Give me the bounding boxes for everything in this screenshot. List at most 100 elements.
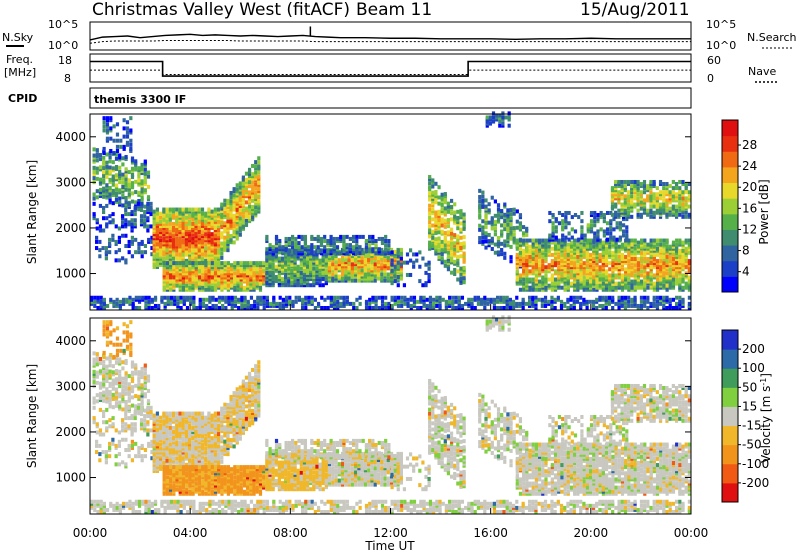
power-cell xyxy=(428,299,433,304)
power-cell xyxy=(355,297,359,302)
power-cell xyxy=(643,285,647,290)
power-cell xyxy=(210,267,214,272)
power-cell xyxy=(459,215,463,220)
power-cell xyxy=(534,244,539,249)
power-cell xyxy=(207,250,211,255)
power-cell xyxy=(528,277,532,282)
power-cell xyxy=(614,212,618,217)
power-cell xyxy=(459,278,463,283)
power-cell xyxy=(675,238,679,243)
power-cell xyxy=(312,250,316,255)
power-cell xyxy=(490,226,494,231)
power-cell xyxy=(440,260,444,265)
power-cell xyxy=(624,271,628,276)
power-cell xyxy=(493,228,497,233)
power-cell xyxy=(147,299,151,304)
power-cell xyxy=(495,299,500,304)
power-cell xyxy=(191,211,195,216)
power-cell xyxy=(307,249,311,254)
power-cell xyxy=(232,234,236,239)
power-cell xyxy=(596,229,600,234)
power-cell xyxy=(157,303,161,308)
power-cell xyxy=(589,267,593,272)
power-cell xyxy=(681,240,685,245)
power-cell xyxy=(194,207,198,212)
power-cell xyxy=(665,257,669,261)
power-cell xyxy=(658,192,663,197)
power-cell xyxy=(566,265,570,270)
power-cell xyxy=(486,301,490,306)
power-cell xyxy=(312,256,316,261)
power-cell xyxy=(204,234,208,239)
power-cell xyxy=(560,248,564,253)
power-cell xyxy=(239,275,243,280)
power-cell xyxy=(339,251,343,256)
power-cell xyxy=(208,299,212,304)
power-cell xyxy=(579,283,583,288)
power-cell xyxy=(655,198,659,203)
power-cell xyxy=(528,257,532,261)
power-cell xyxy=(327,254,332,259)
power-cell xyxy=(608,246,612,251)
power-cell xyxy=(601,295,605,300)
power-cell xyxy=(531,287,535,292)
power-cell xyxy=(146,228,150,233)
power-cell xyxy=(428,181,432,186)
power-cell xyxy=(428,295,433,300)
power-cell xyxy=(312,277,316,282)
power-cell xyxy=(589,244,593,249)
power-cell xyxy=(327,272,332,277)
power-cell xyxy=(478,199,482,204)
power-cell xyxy=(531,242,535,247)
power-cell xyxy=(213,252,217,257)
power-cell xyxy=(582,254,586,259)
power-cell xyxy=(111,201,115,206)
power-cell xyxy=(617,267,621,272)
power-cell xyxy=(290,258,294,263)
power-cell xyxy=(239,271,243,276)
power-cell xyxy=(363,260,368,265)
power-cell xyxy=(290,275,294,280)
power-cell xyxy=(175,213,179,218)
power-cell xyxy=(217,306,222,310)
power-cell xyxy=(287,268,291,273)
power-cell xyxy=(256,297,260,302)
power-cell xyxy=(579,250,583,255)
power-cell xyxy=(368,301,372,306)
power-cell xyxy=(137,192,141,197)
power-cell xyxy=(290,277,294,282)
power-cell xyxy=(642,202,647,207)
power-cell xyxy=(639,214,643,219)
power-cell xyxy=(178,219,182,224)
power-cell xyxy=(431,200,435,205)
power-cell xyxy=(272,303,276,308)
power-cell xyxy=(332,247,336,252)
power-cell xyxy=(617,261,621,266)
power-cell xyxy=(440,229,444,234)
power-cell xyxy=(165,265,170,270)
power-cell xyxy=(483,299,487,304)
power-cell xyxy=(197,254,201,259)
power-cell xyxy=(467,297,471,302)
power-cell xyxy=(302,258,307,263)
power-cell xyxy=(652,210,656,215)
power-cell xyxy=(646,248,650,253)
power-cell xyxy=(169,279,173,284)
power-cell xyxy=(191,271,195,276)
power-cell xyxy=(579,257,583,261)
power-cell xyxy=(662,271,666,276)
power-cell xyxy=(610,200,615,205)
power-cell xyxy=(350,268,354,273)
power-cell xyxy=(522,283,526,288)
power-cell xyxy=(449,207,454,212)
power-cell xyxy=(241,175,245,180)
power-cell xyxy=(630,188,634,193)
power-cell xyxy=(446,265,451,270)
power-cell xyxy=(235,218,239,223)
power-cell xyxy=(140,239,144,244)
power-cell xyxy=(114,175,119,180)
power-cell xyxy=(204,265,208,270)
power-cell xyxy=(313,245,317,250)
power-cell xyxy=(134,297,138,302)
power-cell xyxy=(470,301,474,306)
